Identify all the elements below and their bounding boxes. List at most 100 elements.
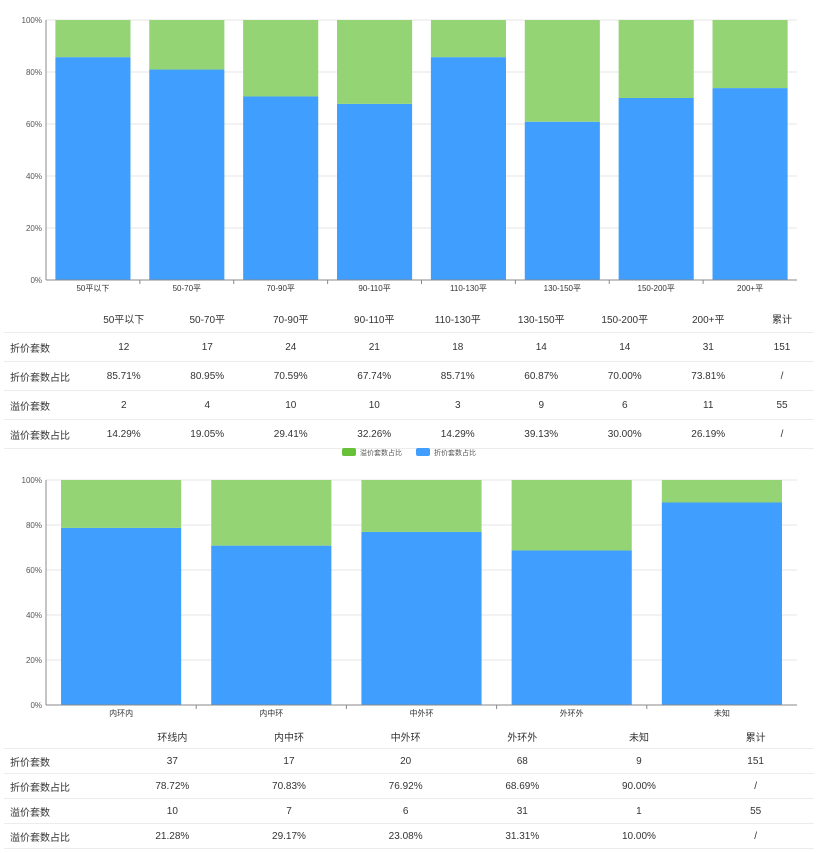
table-cell: 10.00% [580,823,698,849]
table-header-cell: 累计 [750,304,814,333]
ring-stacked-bar-chart: 0% 20% 40% 60% 80% 100% 内环内 内中环 中外环 外环外 未知 溢价套数占比 折价… [22,448,797,718]
table-row-label: 溢价套数占比 [4,419,82,449]
area-data-table: 50平以下 50-70平 70-90平 90-110平 110-130平 130-150平… [4,304,814,449]
table-row-label: 溢价套数 [4,390,82,420]
table-header-cell: 中外环 [347,724,464,749]
table-cell: 18 [416,332,500,362]
legend-swatch-premium [342,448,356,456]
bar-discount [61,527,182,705]
table-cell: 14.29% [82,419,166,449]
table-cell: 19.05% [165,419,249,449]
table-cell: 12 [82,332,166,362]
area-stacked-bar-chart: 0% 20% 40% 60% 80% 100% 50平以下 50-70平 70-90平 90-11… [22,16,797,293]
x-tick-label: 未知 [714,708,730,718]
table-cell: 151 [697,748,814,774]
table-cell: 85.71% [416,361,500,391]
bar-premium [712,20,788,89]
table-header-cell: 70-90平 [249,304,333,333]
y-tick-label: 0% [30,276,42,285]
table-cell: 10 [249,390,333,420]
bar-premium [149,20,225,70]
bar-discount [661,502,782,705]
x-tick-label: 中外环 [410,708,434,718]
table-cell: 6 [583,390,667,420]
table-cell: 73.81% [666,361,750,391]
table-cell: 14 [499,332,583,362]
bar-discount [712,88,788,281]
x-tick-label: 50平以下 [76,284,109,293]
table-header-cell: 未知 [580,724,698,749]
table-cell: 31 [463,798,581,824]
legend-label-discount: 折价套数占比 [434,448,476,457]
table-header-cell: 环线内 [114,724,231,749]
y-tick-label: 20% [26,224,42,233]
table-cell: 29.17% [230,823,348,849]
table-row: 溢价套数占比 14.29% 19.05% 29.41% 32.26% 14.29% 39.1… [4,419,814,449]
bar-discount [55,57,131,281]
x-tick-label: 70-90平 [266,284,294,293]
table-header-cell: 累计 [697,724,814,749]
x-tick-label: 200+平 [737,284,763,293]
table-cell: 24 [249,332,333,362]
table-cell: 2 [82,390,166,420]
bar-discount [243,96,319,280]
table-header-cell: 内中环 [230,724,348,749]
bar-premium [61,480,182,528]
table-row: 溢价套数占比 21.28% 29.17% 23.08% 31.31% 10.00% / [4,823,814,849]
x-tick-label: 150-200平 [638,284,675,293]
table-cell: 70.83% [230,773,348,799]
table-cell: 9 [499,390,583,420]
x-tick-label: 外环外 [560,708,584,718]
table-row: 折价套数占比 78.72% 70.83% 76.92% 68.69% 90.00% / [4,773,814,799]
table-cell: / [750,361,814,391]
table-cell: 37 [114,748,231,774]
bar-discount [211,545,332,705]
table-cell: 90.00% [580,773,698,799]
y-tick-label: 0% [30,701,42,710]
y-tick-label: 20% [26,656,42,665]
table-cell: 55 [697,798,814,824]
table-cell: 30.00% [583,419,667,449]
bar-discount [361,531,482,705]
x-tick-label: 内中环 [259,708,283,718]
table-cell: 17 [165,332,249,362]
bar-premium [430,20,506,58]
table-cell: / [750,419,814,449]
table-cell: 4 [165,390,249,420]
bar-premium [511,480,632,551]
bar-discount [618,98,694,280]
x-tick-label: 130-150平 [544,284,581,293]
table-header-cell: 130-150平 [499,304,583,333]
bar-premium [55,20,131,58]
bar-discount [149,69,225,280]
table-cell: 32.26% [332,419,416,449]
table-cell: 14 [583,332,667,362]
table-cell: 70.00% [583,361,667,391]
table-cell: 60.87% [499,361,583,391]
table-header-cell [4,724,114,749]
table-row-label: 折价套数 [4,332,82,362]
table-cell: 70.59% [249,361,333,391]
y-tick-label: 100% [22,16,42,25]
table-row: 溢价套数 2 4 10 10 3 9 6 11 55 [4,390,814,420]
bar-discount [511,550,632,705]
bar-discount [337,103,413,280]
table-cell: 31.31% [463,823,581,849]
table-cell: 20 [347,748,464,774]
table-cell: 10 [114,798,231,824]
table-cell: 29.41% [249,419,333,449]
table-row: 折价套数 37 17 20 68 9 151 [4,748,814,774]
y-tick-label: 80% [26,68,42,77]
table-header-cell: 50-70平 [165,304,249,333]
table-cell: 14.29% [416,419,500,449]
bar-premium [211,480,332,546]
table-cell: 76.92% [347,773,464,799]
table-cell: 11 [666,390,750,420]
y-tick-label: 60% [26,566,42,575]
bar-premium [661,480,782,503]
table-cell: 85.71% [82,361,166,391]
table-row: 折价套数占比 85.71% 80.95% 70.59% 67.74% 85.71% 60.8… [4,361,814,391]
table-cell: 68 [463,748,581,774]
ring-data-table: 环线内 内中环 中外环 外环外 未知 累计 折价套数 37 17 20 68 9 151 折价套数占比 78… [4,724,814,849]
table-cell: 39.13% [499,419,583,449]
